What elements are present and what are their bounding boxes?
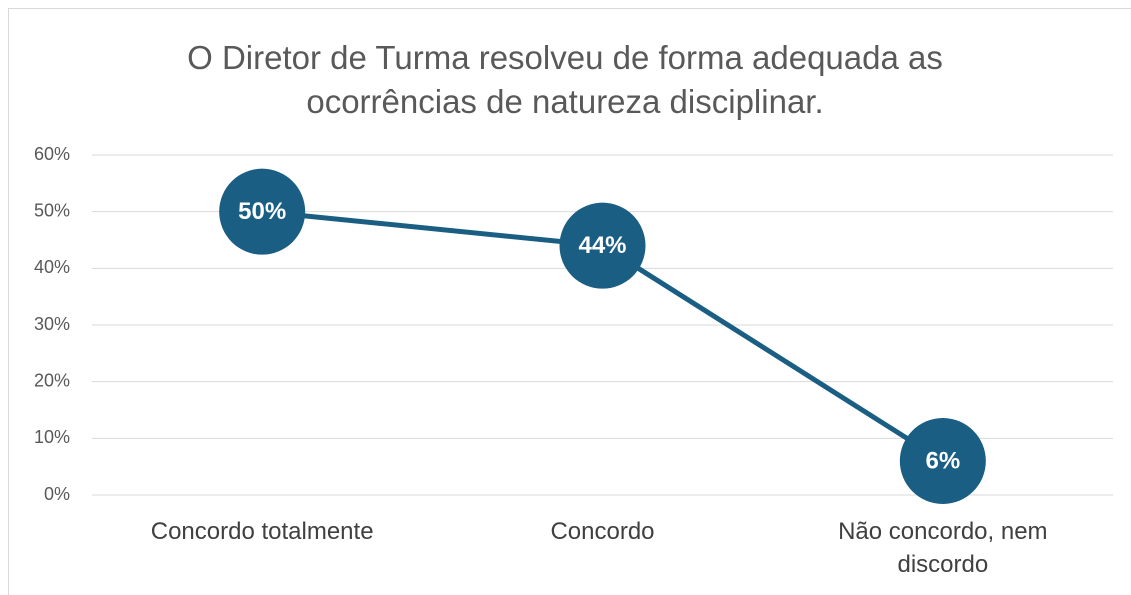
y-tick-label: 40% bbox=[34, 257, 70, 277]
y-tick-label: 50% bbox=[34, 200, 70, 220]
x-tick-label: Não concordo, nem discordo bbox=[838, 518, 1048, 578]
chart-title: O Diretor de Turma resolveu de forma ade… bbox=[187, 39, 943, 120]
y-tick-label: 0% bbox=[44, 484, 70, 504]
y-tick-label: 20% bbox=[34, 370, 70, 390]
x-tick-label: Concordo totalmente bbox=[150, 518, 374, 545]
data-label: 50% bbox=[238, 198, 286, 225]
marker bbox=[559, 202, 646, 289]
x-tick-label: Concordo bbox=[550, 518, 655, 545]
y-tick-label: 60% bbox=[34, 144, 70, 164]
frame bbox=[8, 8, 1131, 595]
y-tick-label: 30% bbox=[34, 314, 70, 334]
data-label: 6% bbox=[925, 447, 960, 474]
data-label: 44% bbox=[578, 232, 626, 259]
y-tick-label: 10% bbox=[34, 427, 70, 447]
marker bbox=[219, 168, 306, 255]
marker bbox=[899, 418, 986, 504]
